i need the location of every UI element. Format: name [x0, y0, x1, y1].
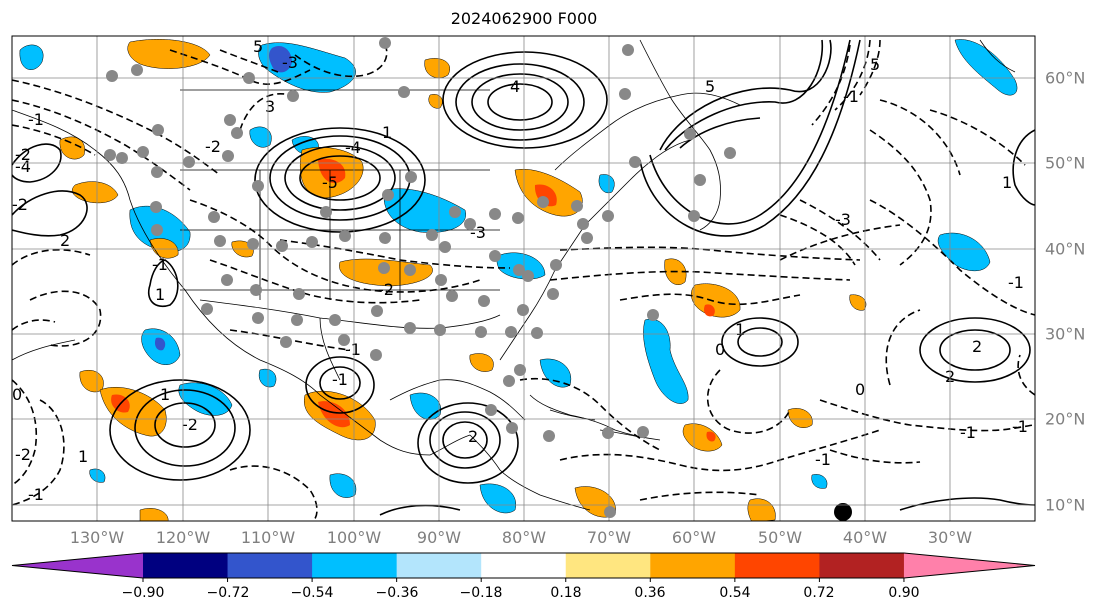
contour-label: -1 [28, 485, 44, 504]
black-station-marker [834, 503, 852, 521]
contour-label: -1 [815, 450, 831, 469]
lat-tick-label: 60°N [1045, 68, 1086, 88]
contour-label: -2 [378, 280, 394, 299]
colorbar-segment [819, 553, 905, 578]
contour-label: -1 [28, 110, 44, 129]
contour-label: -2 [15, 145, 31, 164]
contour-label: 2 [468, 427, 478, 446]
lon-tick-label: 110°W [240, 528, 296, 547]
lon-tick-label: 30°W [927, 528, 973, 547]
contour-label: 1 [160, 385, 170, 404]
colorbar-extend-high [903, 553, 1035, 578]
lat-tick-label: 50°N [1045, 153, 1086, 173]
contour-label: 5 [705, 77, 715, 96]
colorbar-segment [650, 553, 736, 578]
colorbar-label: −0.36 [375, 585, 419, 601]
lon-tick-label: 80°W [501, 528, 547, 547]
contour-label: -1 [843, 87, 859, 106]
contour-label: 0 [715, 340, 725, 359]
contour-label: 1 [382, 123, 392, 142]
colorbar-label: 0.90 [888, 585, 920, 601]
contour-label: 0 [12, 385, 22, 404]
contour-label: -2 [205, 137, 221, 156]
contour-label: 1 [735, 320, 745, 339]
lon-tick-label: 60°W [671, 528, 717, 547]
lon-tick-label: 120°W [155, 528, 211, 547]
colorbar-segment [481, 553, 567, 578]
contour-label: 3 [265, 97, 275, 116]
colorbar-segment [143, 553, 229, 578]
lon-tick-label: 40°W [842, 528, 888, 547]
lon-tick-label: 90°W [416, 528, 462, 547]
colorbar-segment [396, 553, 482, 578]
contour-label: -2 [12, 195, 28, 214]
contour-label: 1 [155, 285, 165, 304]
colorbar [11, 552, 1036, 582]
contour-label: -3 [835, 210, 851, 229]
colorbar-label: −0.18 [459, 585, 503, 601]
colorbar-label: −0.72 [206, 585, 250, 601]
contour-label: 5 [870, 55, 880, 74]
positive-contours [12, 39, 1035, 516]
colorbar-label: 0.36 [634, 585, 666, 601]
lon-tick-label: 100°W [326, 528, 382, 547]
colorbar-label: −0.54 [290, 585, 334, 601]
contour-label: 4 [510, 77, 520, 96]
station-markers [104, 37, 736, 518]
colorbar-label: −0.90 [121, 585, 165, 601]
colorbar-segment [565, 553, 651, 578]
contour-label: 2 [972, 337, 982, 356]
contour-label: -1 [1012, 417, 1028, 436]
contour-label: -2 [182, 415, 198, 434]
colorbar-segment [312, 553, 398, 578]
lat-tick-label: 30°N [1045, 324, 1086, 344]
lat-tick-label: 10°N [1045, 495, 1086, 515]
contour-label: -1 [345, 340, 361, 359]
contour-label: -4 [15, 157, 31, 176]
colorbar-label: 0.18 [550, 585, 582, 601]
colorbar-segment [734, 553, 820, 578]
contour-label: -1 [1008, 273, 1024, 292]
colorbar-extend-low [12, 553, 143, 578]
colorbar-label: 0.54 [719, 585, 751, 601]
contour-label: -2 [15, 445, 31, 464]
contour-label: -1 [152, 255, 168, 274]
contour-label: 1 [78, 447, 88, 466]
graticule [12, 36, 1035, 521]
lon-tick-label: 70°W [586, 528, 632, 547]
contour-label: -1 [960, 423, 976, 442]
contour-label: -3 [282, 53, 298, 72]
map-frame [11, 35, 1036, 522]
contour-label: -1 [332, 370, 348, 389]
lon-tick-label: 50°W [757, 528, 803, 547]
contour-label: -4 [345, 138, 361, 157]
colorbar-segment [227, 553, 313, 578]
anomaly-shading [19, 39, 1018, 521]
lat-tick-label: 20°N [1045, 409, 1086, 429]
contour-label: -5 [322, 173, 338, 192]
lon-tick-label: 130°W [69, 528, 125, 547]
contour-label: 2 [60, 231, 70, 250]
colorbar-label: 0.72 [803, 585, 835, 601]
lat-tick-label: 40°N [1045, 239, 1086, 259]
contour-label: 1 [1002, 173, 1012, 192]
contour-label: 5 [253, 37, 263, 56]
map-title: 2024062900 F000 [450, 9, 598, 28]
contour-label: 0 [855, 380, 865, 399]
